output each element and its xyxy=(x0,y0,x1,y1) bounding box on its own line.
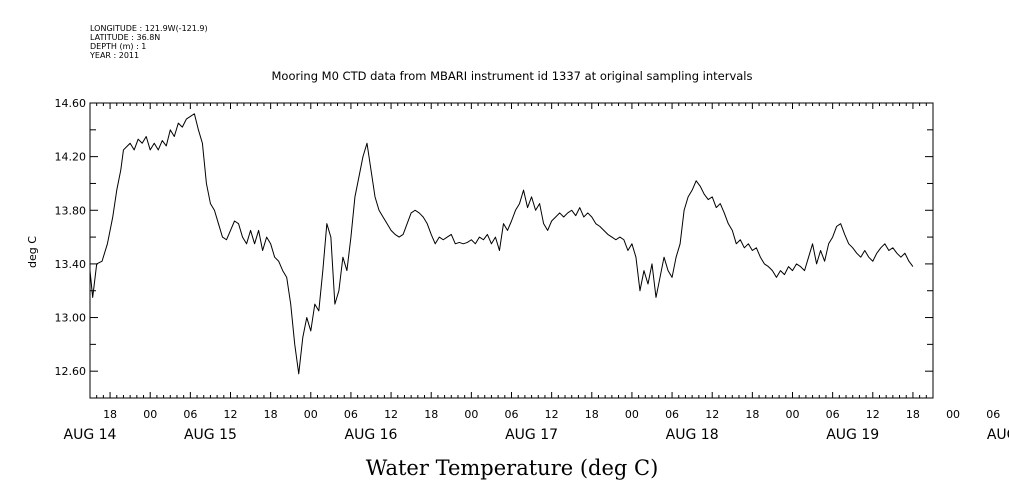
x-tick-label: 06 xyxy=(344,408,358,421)
y-tick-label: 14.60 xyxy=(55,97,87,110)
x-day-label: AUG 20 xyxy=(987,427,1009,443)
y-tick-label: 13.00 xyxy=(55,312,87,325)
x-tick-label: 06 xyxy=(505,408,519,421)
meta-longitude: LONGITUDE : 121.9W(-121.9) xyxy=(90,24,208,33)
x-day-label: AUG 14 xyxy=(64,427,117,443)
y-tick-label: 14.20 xyxy=(55,151,87,164)
x-tick-label: 18 xyxy=(906,408,920,421)
x-day-label: AUG 16 xyxy=(345,427,398,443)
x-tick-label: 00 xyxy=(786,408,800,421)
meta-year: YEAR : 2011 xyxy=(89,51,139,60)
y-tick-label: 12.60 xyxy=(55,365,87,378)
x-tick-label: 18 xyxy=(424,408,438,421)
x-tick-label: 00 xyxy=(946,408,960,421)
chart-title: Mooring M0 CTD data from MBARI instrumen… xyxy=(272,69,753,83)
x-tick-label: 12 xyxy=(705,408,719,421)
x-tick-label: 00 xyxy=(625,408,639,421)
x-tick-label: 18 xyxy=(745,408,759,421)
y-tick-label: 13.80 xyxy=(55,204,87,217)
y-axis: 12.60 13.00 13.40 13.80 14.20 14.60 xyxy=(55,97,933,399)
series-line xyxy=(89,113,914,375)
x-day-label: AUG 15 xyxy=(184,427,237,443)
meta-depth: DEPTH (m) : 1 xyxy=(90,42,146,51)
plot-frame xyxy=(89,102,934,399)
y-tick-label: 13.40 xyxy=(55,258,87,271)
meta-latitude: LATITUDE : 36.8N xyxy=(90,33,160,42)
x-tick-label: 18 xyxy=(585,408,599,421)
x-tick-label: 18 xyxy=(264,408,278,421)
x-tick-label: 12 xyxy=(224,408,238,421)
x-axis: 18 00 06 12 18 00 06 12 18 00 06 12 18 00 06 12 18 00 06 12… xyxy=(64,103,1009,443)
y-axis-label: deg C xyxy=(26,236,39,268)
x-tick-label: 06 xyxy=(665,408,679,421)
x-day-label: AUG 18 xyxy=(666,427,719,443)
x-tick-label: 12 xyxy=(545,408,559,421)
x-tick-label: 12 xyxy=(384,408,398,421)
x-tick-label: 12 xyxy=(866,408,880,421)
x-tick-label: 06 xyxy=(826,408,840,421)
x-tick-label: 06 xyxy=(183,408,197,421)
x-axis-title: Water Temperature (deg C) xyxy=(366,456,659,480)
series-group xyxy=(89,113,914,375)
x-tick-label: 00 xyxy=(464,408,478,421)
x-day-label: AUG 17 xyxy=(505,427,558,443)
x-tick-label: 00 xyxy=(143,408,157,421)
x-tick-label: 06 xyxy=(986,408,1000,421)
x-day-label: AUG 19 xyxy=(826,427,879,443)
x-tick-label: 18 xyxy=(103,408,117,421)
x-tick-label: 00 xyxy=(304,408,318,421)
mooring-metadata: LONGITUDE : 121.9W(-121.9) LATITUDE : 36… xyxy=(89,24,208,60)
